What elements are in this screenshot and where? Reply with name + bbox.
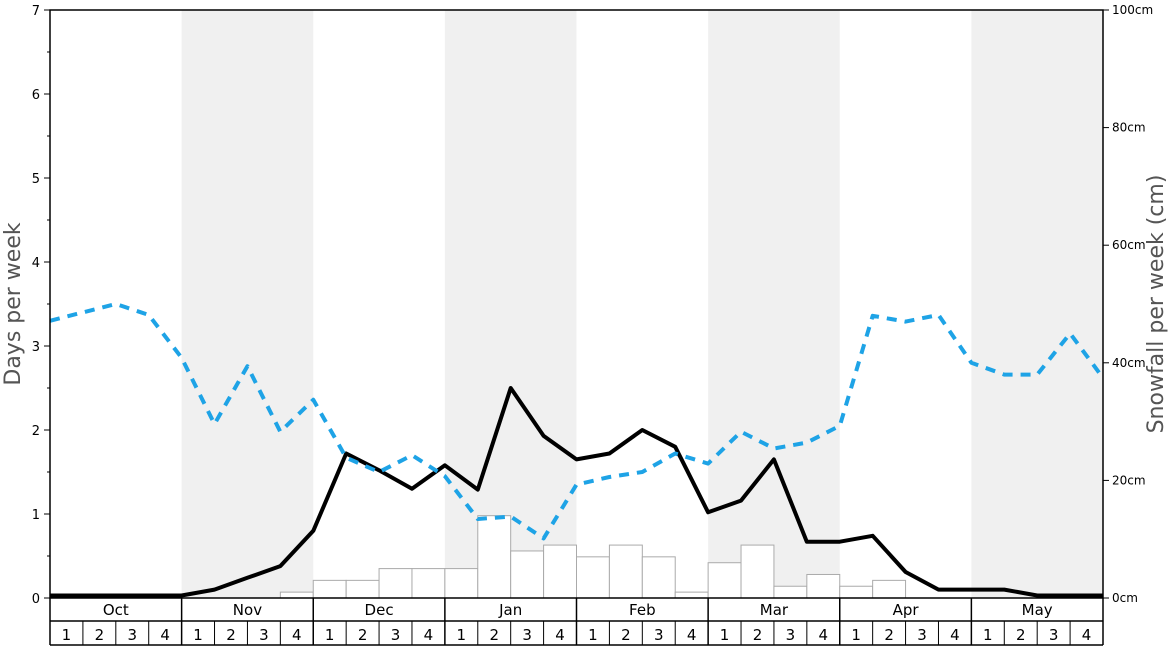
month-label: May <box>1022 601 1053 619</box>
snowfall-bar <box>411 568 446 599</box>
day-lines <box>49 302 1105 598</box>
right-tick-label: 0cm <box>1112 591 1138 605</box>
snowfall-bar <box>806 573 841 599</box>
snowfall-bar <box>444 568 479 599</box>
right-y-axis: 0cm 20cm 40cm 60cm 80cm 100cm <box>1103 3 1153 605</box>
right-tick-label: 80cm <box>1112 121 1146 135</box>
week-label: 2 <box>358 626 368 644</box>
snow-days-line <box>50 386 1103 598</box>
snowfall-bar <box>543 544 577 599</box>
snowfall-bar <box>707 562 742 599</box>
week-label: 4 <box>950 626 960 644</box>
week-label: 4 <box>160 626 170 644</box>
week-label: 3 <box>786 626 796 644</box>
snowfall-bar <box>312 579 347 599</box>
week-label: 4 <box>687 626 697 644</box>
week-label: 1 <box>457 626 467 644</box>
y-axis-label-right: Snowfall per week (cm) <box>1144 175 1168 434</box>
snowfall-bar <box>773 585 808 599</box>
week-label: 1 <box>193 626 203 644</box>
snowfall-bar <box>510 550 545 599</box>
week-label: 1 <box>325 626 335 644</box>
week-label: 1 <box>720 626 730 644</box>
left-tick-label: 2 <box>32 424 40 439</box>
month-shading <box>181 10 1103 598</box>
week-label: 4 <box>1082 626 1092 644</box>
left-tick-label: 6 <box>32 88 40 103</box>
week-label: 4 <box>424 626 434 644</box>
week-label: 3 <box>1049 626 1059 644</box>
x-axis-table: Oct 1 2 3 4 Nov 1 2 3 4 Dec 1 2 3 4 Jan 1 2 3 4 Feb 1 2 3 4 Mar 1 2… <box>49 598 1104 646</box>
week-label: 2 <box>621 626 631 644</box>
week-label: 1 <box>983 626 993 644</box>
snowfall-bar <box>345 579 380 599</box>
right-tick-label: 20cm <box>1112 473 1146 487</box>
left-tick-label: 7 <box>32 4 40 19</box>
week-label: 2 <box>884 626 894 644</box>
month-label: Jan <box>498 601 522 619</box>
snowfall-bar <box>674 591 709 599</box>
right-tick-label: 60cm <box>1112 238 1146 252</box>
week-label: 3 <box>522 626 532 644</box>
week-label: 3 <box>259 626 269 644</box>
shade-nov <box>181 10 314 598</box>
y-axis-label-left: Days per week <box>1 222 26 385</box>
week-label: 4 <box>555 626 565 644</box>
right-tick-label: 100cm <box>1112 3 1153 17</box>
week-label: 2 <box>226 626 236 644</box>
snowfall-bar <box>740 544 775 599</box>
week-label: 1 <box>851 626 861 644</box>
week-label: 3 <box>127 626 137 644</box>
left-y-axis: 0 1 2 3 4 5 6 7 <box>32 4 50 607</box>
snowfall-bar <box>378 568 413 599</box>
week-label: 2 <box>753 626 763 644</box>
sun-days-line <box>49 302 1105 541</box>
week-label: 4 <box>292 626 302 644</box>
left-tick-label: 3 <box>32 340 40 355</box>
shade-may <box>971 10 1103 598</box>
snowfall-bar <box>279 591 314 599</box>
shade-mar <box>708 10 840 598</box>
left-tick-label: 5 <box>32 172 40 187</box>
snowfall-bars <box>279 515 907 599</box>
week-label: 3 <box>654 626 664 644</box>
snowfall-bar <box>872 579 907 599</box>
snowfall-bar <box>839 585 874 599</box>
snowfall-bar <box>576 556 610 599</box>
snowfall-bar <box>608 544 643 599</box>
week-label: 3 <box>391 626 401 644</box>
snowfall-bar <box>641 556 676 599</box>
month-label: Dec <box>365 601 394 619</box>
left-tick-label: 4 <box>32 256 40 271</box>
week-label: 1 <box>588 626 598 644</box>
week-label: 4 <box>819 626 829 644</box>
week-label: 3 <box>917 626 927 644</box>
month-label: Mar <box>760 601 789 619</box>
left-tick-label: 0 <box>32 592 40 607</box>
month-label: Oct <box>103 601 129 619</box>
week-label: 2 <box>489 626 499 644</box>
month-label: Nov <box>233 601 262 619</box>
left-tick-label: 1 <box>32 508 40 523</box>
week-label: 1 <box>62 626 72 644</box>
snowfall-bar <box>477 515 512 599</box>
month-label: Apr <box>893 601 920 619</box>
week-label: 2 <box>1016 626 1026 644</box>
month-label: Feb <box>629 601 656 619</box>
shade-jan <box>444 10 577 598</box>
right-tick-label: 40cm <box>1112 356 1146 370</box>
week-label: 2 <box>95 626 105 644</box>
